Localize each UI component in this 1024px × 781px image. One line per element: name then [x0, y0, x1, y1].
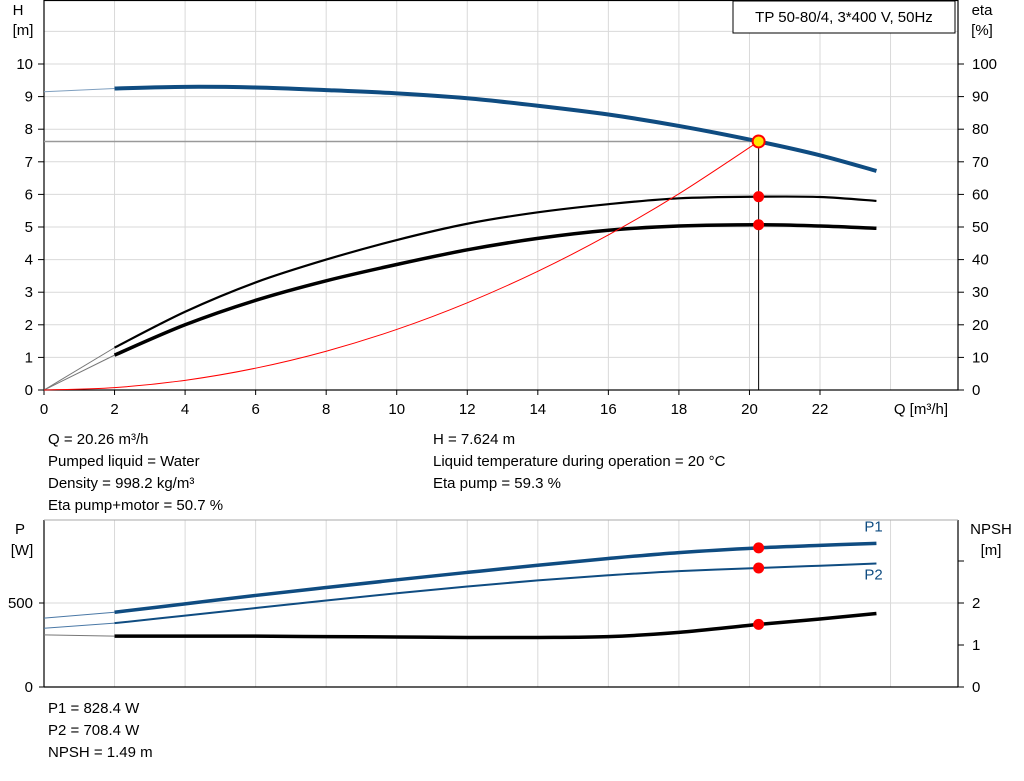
y2-tick-label: 60	[972, 186, 989, 203]
y2-axis-label: NPSH	[970, 521, 1012, 538]
y2-tick-label: 10	[972, 349, 989, 366]
x-tick-label: 12	[459, 401, 476, 418]
y2-axis-unit: [%]	[971, 22, 993, 39]
power-info: P1 = 828.4 W P2 = 708.4 W NPSH = 1.49 m	[48, 698, 153, 764]
y2-tick-label: 0	[972, 382, 980, 399]
x-tick-label: 16	[600, 401, 617, 418]
x-tick-label: 2	[110, 401, 118, 418]
y-tick-label: 10	[16, 56, 33, 73]
series-eta-pump-motor	[113, 222, 877, 357]
duty-info-left: Q = 20.26 m³/h Pumped liquid = Water Den…	[48, 429, 223, 517]
y2-tick-label: 0	[972, 679, 980, 696]
series-H-extrapolated	[43, 87, 115, 93]
info-p2: P2 = 708.4 W	[48, 722, 140, 739]
y-tick-label: 0	[25, 679, 33, 696]
info-temperature: Liquid temperature during operation = 20…	[433, 453, 726, 470]
series-P1-extrapolated	[43, 611, 115, 619]
x-tick-label: 14	[529, 401, 546, 418]
y2-tick-label: 40	[972, 252, 989, 269]
y-axis-label: H	[13, 2, 24, 19]
y-axis-label: P	[15, 521, 25, 538]
info-liquid: Pumped liquid = Water	[48, 453, 200, 470]
y-axis-unit: [m]	[13, 22, 34, 39]
duty-point-h	[751, 134, 766, 149]
duty-point-P1	[753, 542, 765, 554]
y-tick-label: 5	[25, 219, 33, 236]
y2-tick-label: 90	[972, 89, 989, 106]
series-P1	[114, 541, 877, 614]
y2-tick-label: 80	[972, 121, 989, 138]
duty-point-eta-total	[753, 219, 765, 231]
x-tick-label: 4	[181, 401, 189, 418]
y-tick-label: 500	[8, 595, 33, 612]
x-tick-label: 8	[322, 401, 330, 418]
x-tick-label: 20	[741, 401, 758, 418]
y2-tick-label: 70	[972, 154, 989, 171]
series-label-P2: P2	[864, 567, 882, 584]
series-system-curve	[43, 141, 759, 391]
series-eta-pump-motor-extrapolated	[43, 354, 115, 391]
y-tick-label: 9	[25, 89, 33, 106]
duty-point-NPSH	[753, 618, 765, 630]
y-tick-label: 3	[25, 284, 33, 301]
duty-point-P2	[753, 562, 765, 574]
y2-axis-label: eta	[972, 2, 994, 19]
y2-tick-label: 30	[972, 284, 989, 301]
info-h: H = 7.624 m	[433, 431, 516, 448]
chart-title: TP 50-80/4, 3*400 V, 50Hz	[755, 9, 933, 26]
x-tick-label: 18	[671, 401, 688, 418]
y2-tick-label: 2	[972, 595, 980, 612]
x-tick-label: 22	[812, 401, 829, 418]
series-eta-pump-extrapolated	[43, 347, 115, 391]
series-label-P1: P1	[864, 518, 882, 535]
series-P2-extrapolated	[43, 622, 115, 629]
y2-tick-label: 20	[972, 317, 989, 334]
duty-point-eta-pump	[753, 191, 765, 203]
y-axis-unit: [W]	[11, 542, 34, 559]
info-q: Q = 20.26 m³/h	[48, 431, 149, 448]
plot-frame	[43, 0, 959, 391]
y2-axis-unit: [m]	[981, 542, 1002, 559]
duty-info-right: H = 7.624 m Liquid temperature during op…	[433, 429, 725, 495]
x-tick-label: 10	[388, 401, 405, 418]
x-tick-label: 6	[251, 401, 259, 418]
y-tick-label: 8	[25, 121, 33, 138]
series-P2	[114, 562, 877, 625]
info-density: Density = 998.2 kg/m³	[48, 475, 195, 492]
y-tick-label: 6	[25, 186, 33, 203]
y-tick-label: 7	[25, 154, 33, 171]
y-tick-label: 1	[25, 349, 33, 366]
info-eta-pump: Eta pump = 59.3 %	[433, 475, 561, 492]
series-NPSH-extrapolated	[43, 634, 115, 637]
y2-tick-label: 50	[972, 219, 989, 236]
y2-tick-label: 100	[972, 56, 997, 73]
y-tick-label: 4	[25, 252, 33, 269]
x-axis-label: Q [m³/h]	[894, 401, 948, 418]
y-tick-label: 0	[25, 382, 33, 399]
info-npsh: NPSH = 1.49 m	[48, 744, 153, 761]
x-tick-label: 0	[40, 401, 48, 418]
title-box	[732, 0, 956, 34]
y2-tick-label: 1	[972, 637, 980, 654]
info-p1: P1 = 828.4 W	[48, 700, 140, 717]
info-eta-total: Eta pump+motor = 50.7 %	[48, 497, 224, 514]
y-tick-label: 2	[25, 317, 33, 334]
